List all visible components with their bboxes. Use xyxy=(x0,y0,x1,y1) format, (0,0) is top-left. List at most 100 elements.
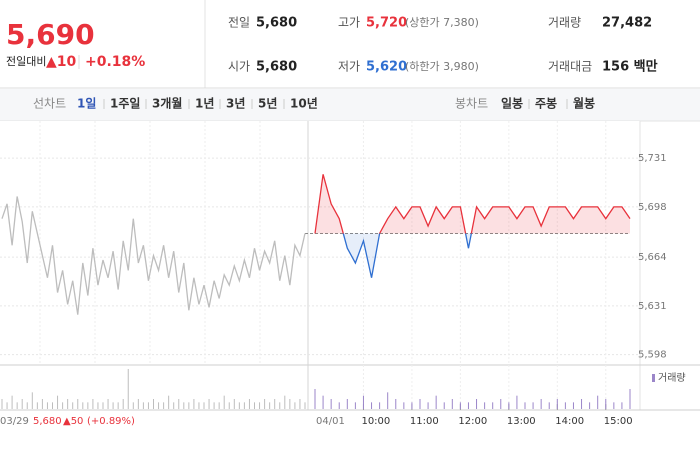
volume-bar xyxy=(508,402,510,409)
volume-bar xyxy=(427,402,429,409)
volume-bar xyxy=(173,402,175,409)
price: 5,690 xyxy=(6,18,95,51)
volume-bar xyxy=(193,399,195,409)
volume-bar xyxy=(153,399,154,409)
stat-label: 시가 xyxy=(228,60,250,74)
volume-bar xyxy=(467,402,469,409)
volume-bar xyxy=(248,399,250,409)
stat-value: 5,680 xyxy=(256,60,297,75)
stat-value: 156 백만 xyxy=(602,59,658,75)
tab[interactable]: 1년 xyxy=(195,97,214,111)
volume-bar xyxy=(279,402,281,409)
volume-bar xyxy=(419,399,421,409)
change: ▲10 xyxy=(46,54,77,70)
volume-bar xyxy=(6,402,8,409)
volume-bar xyxy=(57,395,59,409)
volume-bar xyxy=(142,402,144,409)
volume-bar xyxy=(147,402,149,409)
volume-bar xyxy=(589,402,591,409)
volume-bar xyxy=(87,402,89,409)
volume-bar xyxy=(492,402,494,409)
stat-value: 27,482 xyxy=(602,16,652,31)
volume-bar xyxy=(77,399,79,409)
volume-bar xyxy=(581,399,583,409)
volume-bar xyxy=(459,402,461,409)
volume-bar xyxy=(387,392,389,409)
day-label: 04/01 xyxy=(316,416,345,427)
volume-bar xyxy=(122,399,124,409)
volume-bar xyxy=(178,399,180,409)
change-label: 전일대비 xyxy=(6,54,46,68)
volume-bar xyxy=(524,402,526,409)
today-line xyxy=(314,174,631,278)
volume-legend-swatch xyxy=(652,374,655,382)
volume-bar xyxy=(163,402,165,409)
x-tick-label: 12:00 xyxy=(458,416,487,427)
volume-bar xyxy=(52,402,53,409)
volume-bar xyxy=(107,399,109,409)
volume-bar xyxy=(304,402,306,409)
volume-bar xyxy=(132,402,134,409)
tab[interactable]: 5년 xyxy=(258,97,277,111)
tab[interactable]: 3년 xyxy=(226,97,245,111)
volume-bar xyxy=(500,399,502,409)
volume-bar xyxy=(26,402,28,409)
stat-label: 저가 xyxy=(338,60,360,74)
volume-bar xyxy=(294,402,296,409)
volume-bar xyxy=(532,402,534,409)
volume-bar xyxy=(371,402,373,409)
volume-bar xyxy=(484,402,486,409)
tab[interactable]: 1주일 xyxy=(110,97,140,111)
stat-value: 5,620 xyxy=(366,60,407,75)
stat-note: (하한가 3,980) xyxy=(405,59,479,73)
volume-bar xyxy=(92,399,94,409)
volume-bar xyxy=(613,402,615,409)
stat-label: 거래대금 xyxy=(548,60,592,74)
volume-bar xyxy=(354,402,356,409)
volume-bar xyxy=(362,395,364,409)
volume-bar xyxy=(322,395,324,409)
volume-bar xyxy=(314,389,316,409)
volume-bar xyxy=(11,395,13,409)
volume-bar xyxy=(629,389,631,409)
volume-bar xyxy=(299,399,301,409)
volume-bar xyxy=(16,402,18,409)
stat-value: 5,720 xyxy=(366,16,407,31)
volume-bar xyxy=(112,402,114,409)
prev-day-line xyxy=(1,196,306,315)
volume-legend: 거래량 xyxy=(658,372,686,384)
volume-bar xyxy=(97,402,99,409)
volume-bar xyxy=(548,402,550,409)
tab[interactable]: 월봉 xyxy=(573,96,595,111)
volume-bar xyxy=(395,399,397,409)
x-tick-label: 15:00 xyxy=(604,416,633,427)
volume-bar xyxy=(597,395,599,409)
volume-bar xyxy=(451,399,453,409)
tab[interactable]: 3개월 xyxy=(152,96,182,111)
stat-value: 5,680 xyxy=(256,16,297,31)
header-bg xyxy=(0,0,700,88)
volume-bar xyxy=(168,395,170,409)
volume-bar xyxy=(67,399,69,409)
volume-bar xyxy=(233,399,235,409)
volume-bar xyxy=(411,402,413,409)
volume-bar xyxy=(238,402,240,409)
volume-bar xyxy=(259,402,261,409)
volume-bar xyxy=(621,402,623,409)
plot-bg xyxy=(0,121,640,365)
stat-label: 고가 xyxy=(338,16,360,30)
tab[interactable]: 10년 xyxy=(290,97,318,111)
volume-bar xyxy=(605,399,607,409)
tab[interactable]: 일봉 xyxy=(501,97,523,111)
volume-bar xyxy=(218,402,220,409)
volume-bar xyxy=(72,402,74,409)
volume-bar xyxy=(330,399,332,409)
tab[interactable]: 주봉 xyxy=(535,97,557,111)
volume-bar xyxy=(117,402,119,409)
volume-bar xyxy=(208,399,210,409)
x-tick-label: 10:00 xyxy=(361,416,390,427)
volume-bar xyxy=(223,395,225,409)
tab[interactable]: 1일 xyxy=(77,97,96,111)
volume-bar xyxy=(476,399,478,409)
volume-bar xyxy=(213,402,215,409)
